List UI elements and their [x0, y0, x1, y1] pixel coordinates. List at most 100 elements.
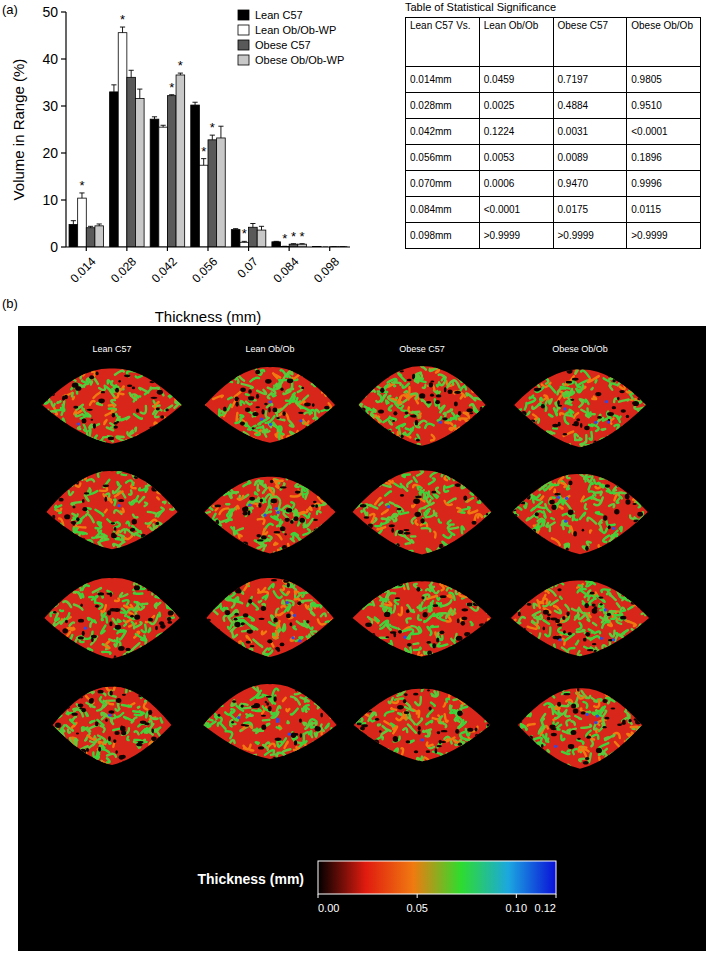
strut	[78, 427, 80, 429]
strut	[107, 519, 115, 524]
strut	[323, 598, 326, 602]
strut	[437, 384, 440, 386]
strut	[276, 533, 282, 539]
thick-spot	[299, 419, 302, 422]
strut	[248, 616, 253, 620]
bar	[135, 98, 144, 247]
pore	[165, 582, 172, 586]
strut	[98, 522, 102, 527]
strut	[167, 583, 172, 586]
strut	[302, 510, 307, 513]
strut	[388, 396, 394, 402]
strut	[82, 727, 87, 730]
strut	[58, 592, 61, 597]
strut	[291, 539, 294, 542]
x-tick-label: 0.028	[108, 254, 139, 285]
strut	[381, 432, 386, 438]
strut	[277, 727, 280, 728]
y-axis	[65, 12, 66, 247]
strut	[329, 573, 332, 579]
strut	[45, 375, 51, 381]
strut	[238, 684, 243, 686]
pore	[320, 496, 324, 499]
strut	[315, 733, 317, 737]
strut	[489, 525, 495, 529]
strut	[80, 752, 86, 760]
thick-spot	[117, 504, 120, 507]
pore	[93, 423, 96, 428]
strut	[69, 491, 73, 495]
pore	[147, 588, 153, 591]
pore	[48, 393, 54, 396]
strut	[325, 750, 327, 754]
thick-spot	[298, 639, 301, 642]
pore	[118, 499, 124, 502]
strut	[127, 737, 128, 740]
pore	[91, 637, 94, 641]
strut	[462, 484, 466, 488]
pore	[72, 471, 76, 474]
pore	[47, 542, 53, 545]
strut	[244, 432, 249, 436]
strut	[464, 413, 468, 414]
x-tick	[289, 247, 290, 251]
strut	[140, 758, 148, 762]
strut	[289, 421, 293, 427]
strut	[165, 757, 167, 759]
strut	[322, 742, 328, 748]
strut	[70, 466, 81, 474]
pore	[91, 635, 97, 638]
strut	[139, 388, 148, 393]
strut	[243, 726, 252, 729]
pore	[71, 521, 76, 524]
strut	[56, 759, 64, 764]
pore	[212, 637, 217, 641]
strut	[239, 704, 250, 709]
pore	[275, 738, 282, 741]
strut	[295, 693, 301, 695]
pore	[482, 429, 487, 431]
strut	[148, 628, 150, 632]
pore	[59, 498, 64, 502]
strut	[382, 510, 388, 514]
pore	[80, 749, 87, 754]
strut	[328, 591, 333, 596]
y-tick-label: 40	[42, 51, 58, 67]
pore	[138, 695, 144, 698]
pore	[304, 403, 311, 407]
pore	[412, 374, 415, 379]
strut	[327, 549, 335, 554]
bar	[150, 119, 159, 247]
strut	[106, 641, 110, 648]
strut	[396, 432, 399, 436]
strut	[228, 617, 234, 622]
pore	[54, 484, 57, 489]
strut	[401, 410, 407, 411]
pore	[315, 691, 319, 694]
annotation: *	[291, 229, 296, 244]
strut	[209, 426, 216, 432]
strut	[163, 585, 171, 587]
strut	[57, 654, 62, 658]
strut	[274, 543, 277, 545]
strut	[86, 696, 93, 703]
strut	[490, 469, 495, 473]
strut	[199, 608, 207, 615]
strut	[313, 440, 320, 445]
strut	[162, 432, 166, 437]
strut	[64, 751, 68, 754]
pore	[73, 406, 78, 409]
pore	[206, 619, 211, 622]
pore	[116, 698, 121, 703]
strut	[331, 601, 334, 603]
pore	[118, 763, 121, 766]
pore	[75, 432, 81, 437]
pore	[47, 427, 50, 431]
strut	[169, 596, 176, 599]
thick-spot	[84, 627, 87, 630]
strut	[59, 518, 63, 525]
strut	[237, 641, 241, 645]
pore	[78, 636, 84, 639]
map-bg	[42, 367, 182, 446]
strut	[312, 379, 320, 384]
